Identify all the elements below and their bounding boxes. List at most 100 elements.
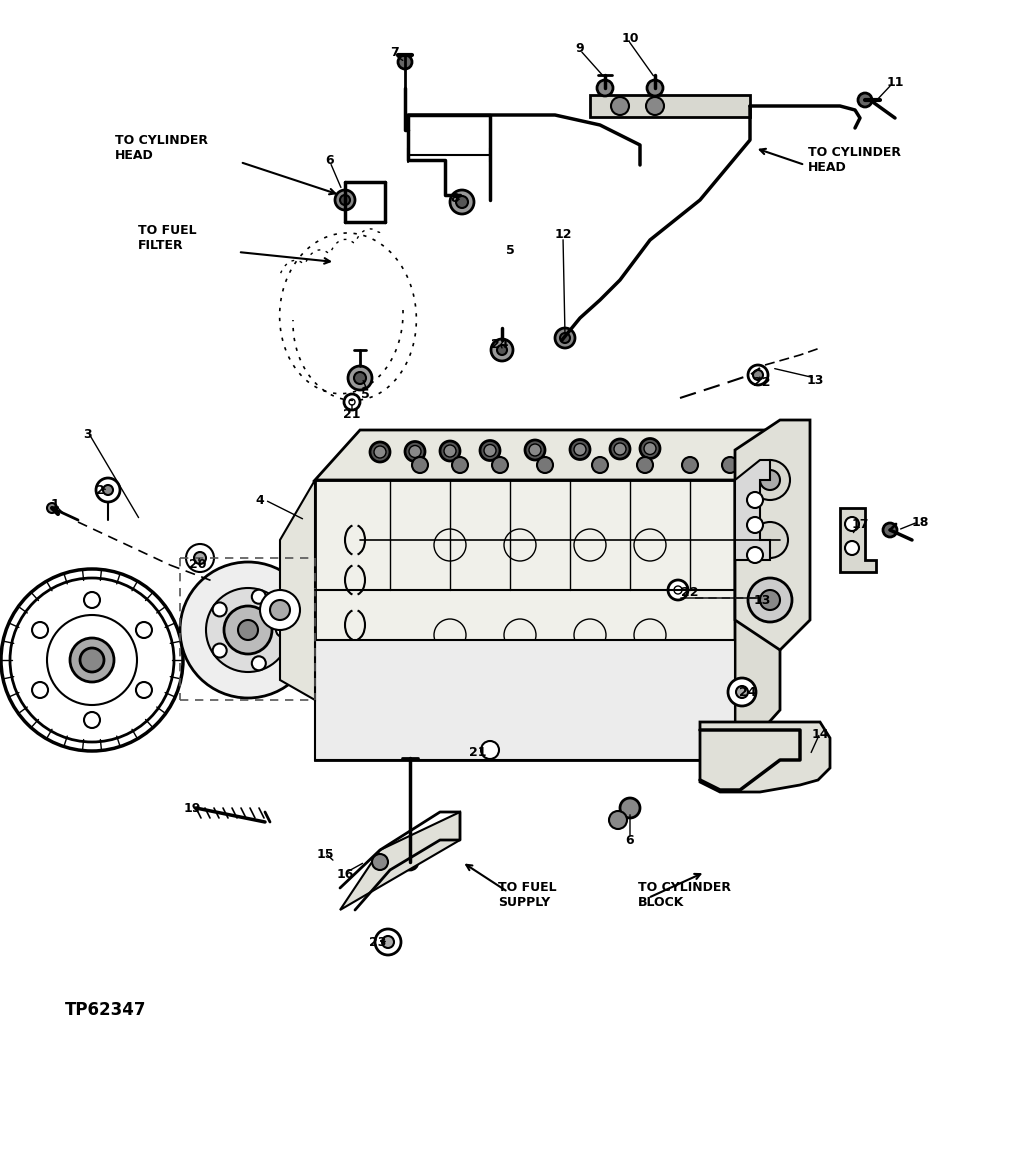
Circle shape — [484, 444, 496, 457]
Text: 5: 5 — [360, 389, 370, 401]
Circle shape — [80, 648, 104, 672]
Text: 11: 11 — [887, 75, 904, 88]
Text: 20: 20 — [189, 558, 207, 572]
Circle shape — [555, 328, 575, 348]
Text: TO CYLINDER
HEAD: TO CYLINDER HEAD — [808, 146, 901, 174]
Circle shape — [753, 370, 764, 380]
Circle shape — [597, 80, 613, 96]
Text: 12: 12 — [554, 229, 572, 241]
Text: 24: 24 — [492, 339, 509, 351]
Circle shape — [180, 561, 316, 698]
Circle shape — [646, 97, 664, 115]
Circle shape — [47, 615, 137, 705]
Polygon shape — [280, 480, 315, 699]
Circle shape — [47, 503, 57, 513]
Circle shape — [251, 589, 266, 603]
Text: 3: 3 — [83, 428, 93, 442]
Polygon shape — [735, 420, 810, 650]
Circle shape — [728, 677, 756, 706]
Circle shape — [845, 517, 859, 531]
Text: 21: 21 — [469, 747, 487, 760]
Text: 2: 2 — [96, 484, 105, 496]
Circle shape — [354, 372, 366, 384]
Circle shape — [647, 80, 663, 96]
Circle shape — [375, 929, 401, 955]
Circle shape — [560, 333, 570, 343]
Text: 23: 23 — [370, 935, 387, 949]
Circle shape — [260, 590, 300, 630]
Circle shape — [480, 441, 500, 461]
Polygon shape — [700, 722, 830, 792]
Text: 22: 22 — [753, 376, 771, 389]
Circle shape — [372, 854, 388, 870]
Circle shape — [84, 592, 100, 608]
Text: 8: 8 — [451, 191, 459, 204]
Circle shape — [592, 457, 608, 473]
Circle shape — [682, 457, 698, 473]
Circle shape — [405, 442, 425, 462]
Circle shape — [452, 457, 468, 473]
Circle shape — [238, 619, 258, 640]
Circle shape — [450, 190, 474, 213]
Circle shape — [206, 588, 290, 672]
Circle shape — [1, 570, 183, 751]
Circle shape — [32, 682, 48, 698]
Circle shape — [747, 517, 764, 532]
Circle shape — [440, 441, 460, 461]
Text: 16: 16 — [336, 869, 353, 882]
Text: 9: 9 — [576, 42, 584, 55]
Circle shape — [335, 190, 355, 210]
Circle shape — [750, 461, 790, 500]
Text: 21: 21 — [343, 408, 360, 421]
Circle shape — [213, 644, 227, 658]
Circle shape — [96, 478, 120, 502]
Text: 14: 14 — [811, 728, 829, 741]
Text: 7: 7 — [391, 45, 399, 58]
Circle shape — [103, 485, 113, 495]
Text: TP62347: TP62347 — [65, 1001, 147, 1018]
Circle shape — [270, 600, 290, 619]
Text: 6: 6 — [326, 153, 334, 167]
Circle shape — [845, 541, 859, 554]
Polygon shape — [735, 430, 780, 760]
Polygon shape — [840, 508, 876, 572]
Circle shape — [374, 445, 386, 458]
Circle shape — [408, 658, 452, 702]
Circle shape — [136, 622, 152, 638]
Circle shape — [344, 394, 360, 409]
Circle shape — [348, 367, 372, 390]
Circle shape — [492, 457, 508, 473]
Circle shape — [609, 811, 627, 829]
Circle shape — [883, 523, 897, 537]
Circle shape — [668, 580, 688, 600]
Circle shape — [747, 492, 764, 508]
Circle shape — [722, 457, 738, 473]
Circle shape — [760, 590, 780, 610]
Polygon shape — [315, 430, 780, 480]
Circle shape — [620, 798, 640, 818]
Circle shape — [640, 438, 660, 458]
Circle shape — [491, 339, 513, 361]
Text: 17: 17 — [851, 519, 868, 531]
Circle shape — [610, 438, 630, 459]
Circle shape — [412, 457, 428, 473]
Text: 5: 5 — [506, 244, 514, 256]
Circle shape — [194, 552, 206, 564]
Bar — [590, 95, 750, 117]
Circle shape — [644, 442, 656, 455]
Circle shape — [748, 365, 768, 385]
Text: 18: 18 — [911, 515, 928, 529]
Text: TO FUEL
SUPPLY: TO FUEL SUPPLY — [498, 880, 557, 909]
Text: 15: 15 — [317, 848, 334, 862]
Polygon shape — [340, 812, 460, 909]
Circle shape — [747, 548, 764, 563]
Polygon shape — [735, 461, 770, 560]
Circle shape — [736, 686, 748, 698]
Circle shape — [409, 445, 421, 457]
Text: 6: 6 — [626, 834, 634, 847]
Circle shape — [529, 444, 541, 456]
Circle shape — [480, 741, 499, 759]
Circle shape — [748, 578, 792, 622]
Circle shape — [637, 457, 653, 473]
Circle shape — [538, 457, 553, 473]
